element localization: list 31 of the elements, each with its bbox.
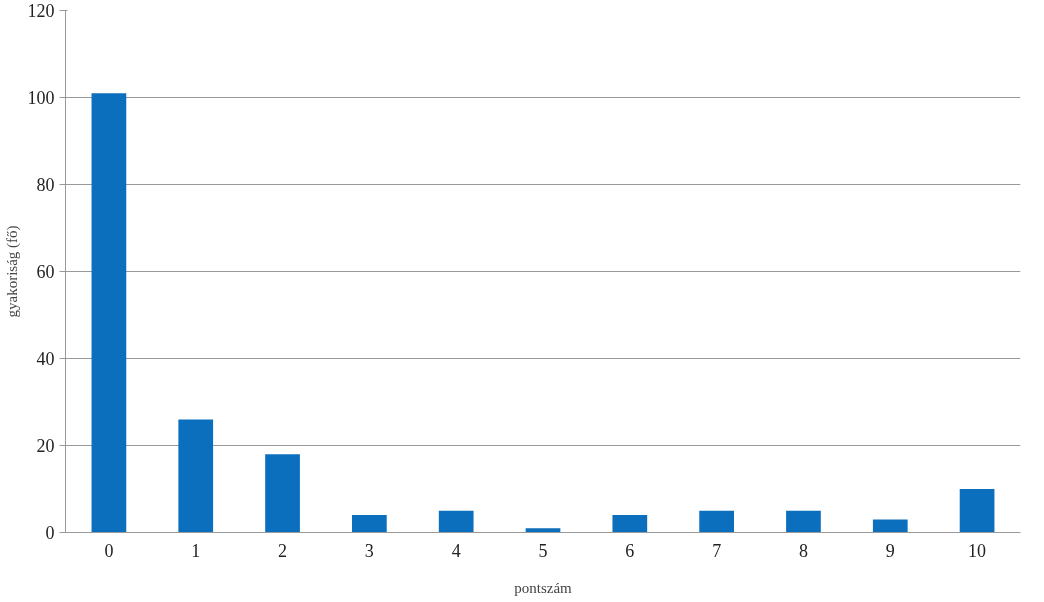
bar [959, 489, 995, 533]
x-axis-title: pontszám [514, 579, 573, 596]
y-tick-label: 120 [27, 1, 55, 21]
x-tick-label: 6 [625, 540, 635, 561]
x-tick-label: 10 [968, 540, 987, 561]
y-axis-title: gyakoriság (fő) [3, 225, 21, 318]
bar [178, 419, 214, 533]
bar [352, 515, 387, 533]
bar [699, 510, 734, 533]
bar [265, 454, 300, 533]
y-tick-label: 20 [36, 436, 55, 456]
bar [525, 528, 561, 533]
bar [612, 515, 648, 533]
x-tick-label: 4 [451, 540, 461, 561]
bar [91, 93, 127, 533]
x-tick-label: 9 [885, 540, 895, 561]
y-tick-label: 60 [36, 262, 55, 282]
x-tick-label: 3 [364, 540, 374, 561]
bar [438, 510, 474, 533]
y-tick-label: 40 [36, 349, 55, 369]
x-tick-label: 5 [538, 540, 548, 561]
x-tick-label: 2 [278, 540, 288, 561]
bar [872, 519, 908, 533]
y-tick-label: 80 [36, 175, 55, 195]
bar [786, 510, 821, 533]
x-tick-label: 1 [191, 540, 201, 561]
y-tick-label: 0 [45, 523, 55, 543]
x-tick-label: 0 [104, 540, 114, 561]
x-tick-label: 8 [798, 540, 808, 561]
y-tick-label: 100 [27, 88, 55, 108]
x-tick-label: 7 [712, 540, 722, 561]
